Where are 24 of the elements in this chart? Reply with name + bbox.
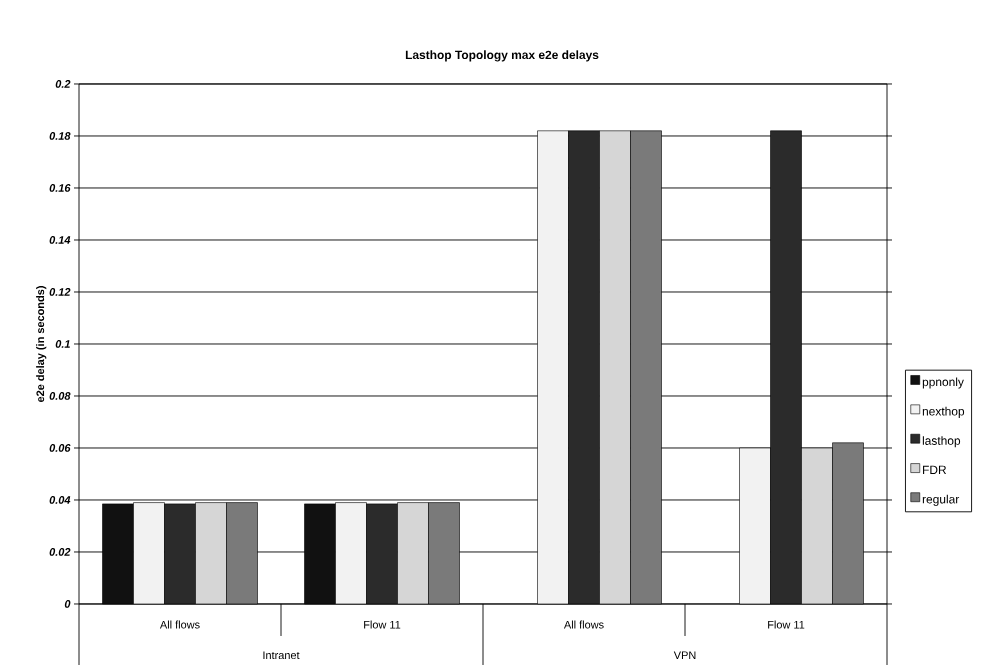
text: Intranet	[263, 651, 300, 660]
y-tick-label: 0.18	[49, 132, 71, 140]
legend-label: FDR	[923, 465, 947, 474]
x-tick-label: Flow 11	[364, 620, 401, 629]
legend-label: regular	[922, 494, 960, 506]
x-tick-label: Flow 11	[768, 620, 805, 629]
text: VPN	[673, 651, 696, 659]
y-tick-label: 0.08	[49, 392, 71, 400]
y-tick-label: 0.12	[49, 288, 71, 296]
y-axis-title: e2e delay (in seconds)	[36, 286, 47, 403]
y-tick-label: 0.06	[49, 444, 71, 452]
y-tick-label: 0.02	[49, 548, 71, 556]
x-tick-label: All flows	[563, 620, 604, 629]
y-tick-label: 0.14	[49, 236, 71, 244]
y-tick-label: 0.2	[55, 80, 71, 88]
legend-label: nexthop	[922, 406, 965, 418]
y-tick-label: 0	[64, 600, 71, 608]
y-tick-label: 0.04	[49, 496, 71, 504]
x-tick-label: All flows	[159, 620, 200, 629]
chart-title: Lasthop Topology max e2e delays	[405, 50, 599, 62]
legend-label: lasthop	[922, 436, 961, 448]
legend-label: ppnonly	[922, 377, 964, 389]
y-tick-label: 0.16	[49, 184, 71, 192]
y-tick-label: 0.1	[55, 340, 70, 348]
